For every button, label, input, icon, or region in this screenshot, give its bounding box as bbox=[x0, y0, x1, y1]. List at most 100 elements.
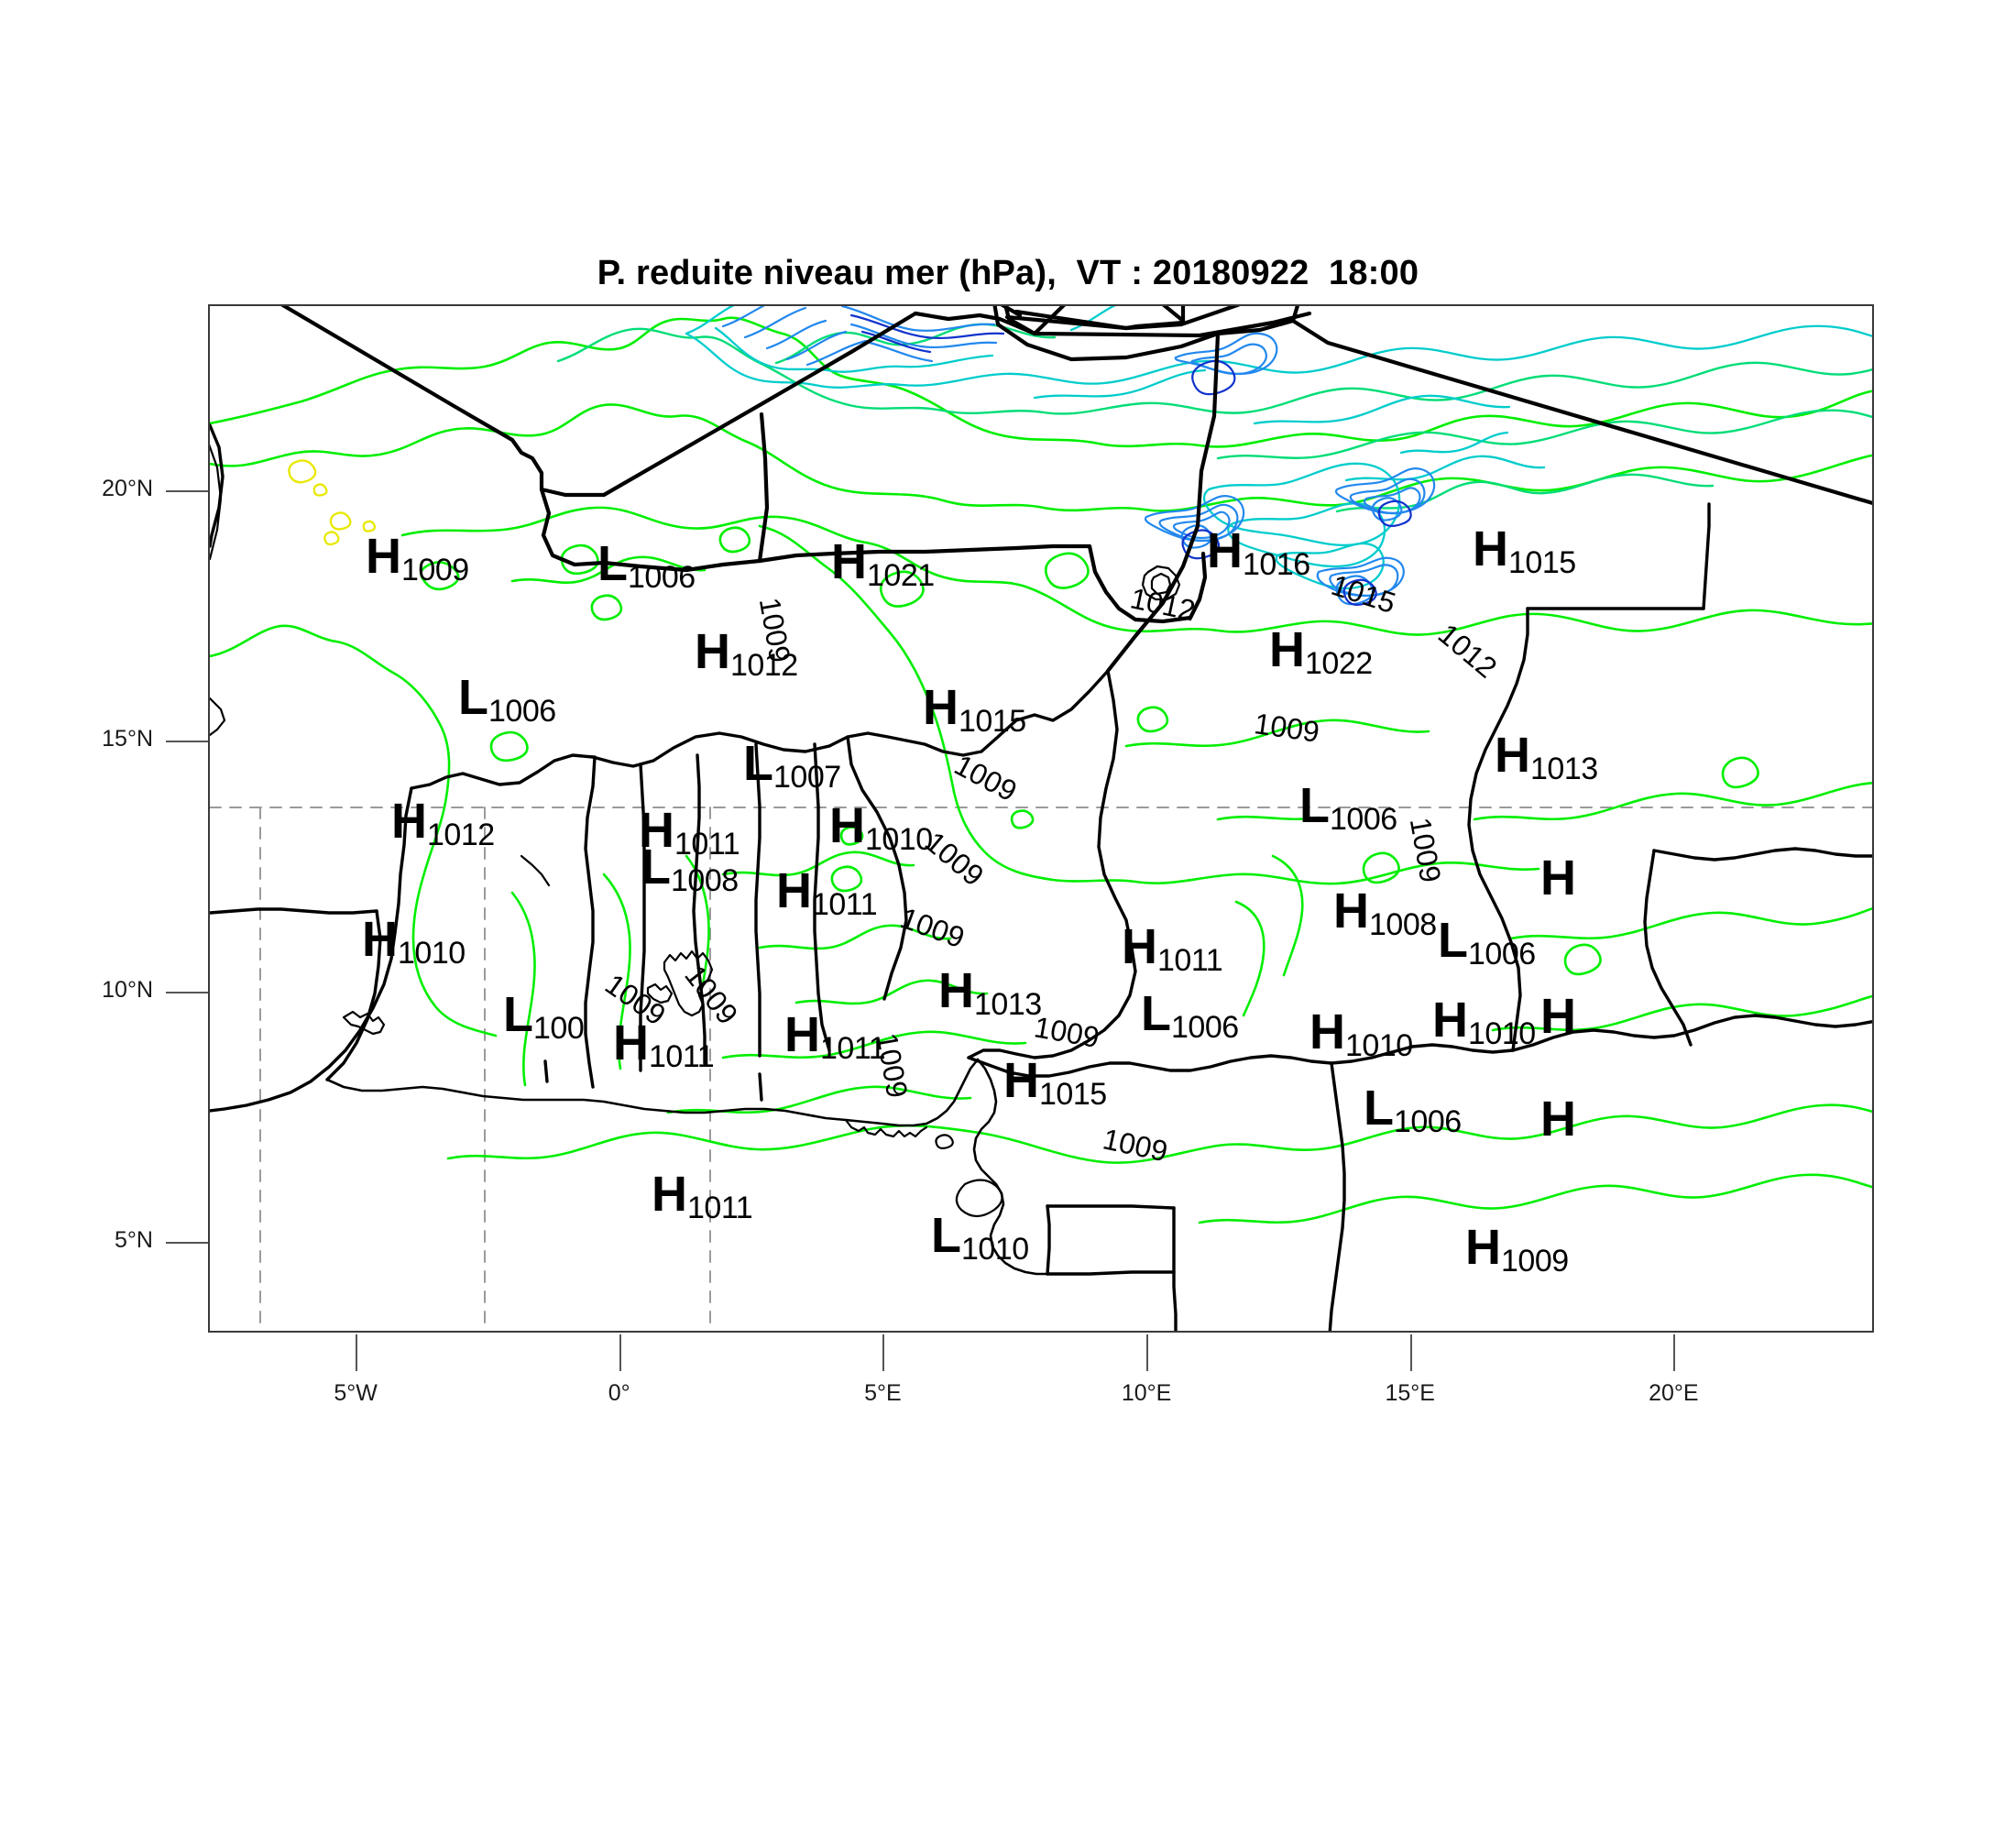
high-pressure-marker: H1016 bbox=[1207, 526, 1310, 580]
high-pressure-marker: H1011 bbox=[652, 1167, 753, 1224]
pressure-symbol: H bbox=[1473, 521, 1508, 576]
contour-1018 bbox=[721, 306, 1436, 606]
pressure-symbol: H bbox=[1309, 1004, 1345, 1059]
pressure-value: 1013 bbox=[974, 987, 1042, 1022]
high-pressure-marker: H bbox=[1540, 1094, 1576, 1144]
pressure-value: 1021 bbox=[867, 558, 935, 593]
pressure-symbol: H bbox=[695, 624, 730, 679]
pressure-symbol: H bbox=[362, 912, 398, 967]
pressure-value: 1015 bbox=[959, 704, 1026, 739]
high-pressure-marker: H1012 bbox=[391, 794, 495, 851]
pressure-symbol: H bbox=[391, 794, 427, 849]
contour-1009 bbox=[210, 316, 1872, 1224]
pressure-value: 1011 bbox=[812, 887, 878, 922]
pressure-value: 1011 bbox=[820, 1031, 886, 1066]
x-axis-tick bbox=[1673, 1334, 1676, 1371]
high-pressure-marker: H1010 bbox=[829, 798, 933, 855]
pressure-symbol: L bbox=[1141, 986, 1171, 1041]
contour-yellow bbox=[288, 459, 377, 546]
low-pressure-marker: L1006 bbox=[458, 670, 556, 727]
high-pressure-marker: H1011 bbox=[639, 803, 740, 860]
high-pressure-marker: H1011 bbox=[613, 1015, 715, 1072]
pressure-symbol: L bbox=[641, 840, 671, 895]
contour-1015 bbox=[685, 306, 1872, 590]
pressure-value: 1010 bbox=[398, 936, 466, 971]
pressure-value: 1009 bbox=[401, 553, 469, 587]
pressure-value: 1015 bbox=[1508, 545, 1576, 580]
high-pressure-marker: H1011 bbox=[784, 1010, 886, 1064]
pressure-value: 1015 bbox=[1039, 1077, 1107, 1112]
pressure-value: 1011 bbox=[649, 1039, 715, 1074]
pressure-symbol: H bbox=[1495, 728, 1530, 783]
coastlines-and-borders bbox=[210, 306, 1872, 1331]
pressure-value: 1006 bbox=[1468, 937, 1536, 971]
pressure-symbol: H bbox=[1465, 1220, 1501, 1275]
x-axis-tick-label: 15°E bbox=[1385, 1380, 1435, 1406]
x-axis-tick-label: 20°E bbox=[1649, 1380, 1699, 1406]
low-pressure-marker: L1007 bbox=[743, 736, 841, 793]
low-pressure-marker: L1006 bbox=[1438, 913, 1536, 970]
high-pressure-marker: H1013 bbox=[938, 966, 1042, 1020]
pressure-value: 1006 bbox=[1171, 1010, 1239, 1045]
pressure-symbol: L bbox=[743, 736, 773, 791]
pressure-value: 100 bbox=[533, 1011, 585, 1046]
low-pressure-marker: L1006 bbox=[1141, 986, 1239, 1043]
pressure-symbol: H bbox=[831, 534, 867, 589]
y-axis-tick bbox=[166, 741, 208, 743]
pressure-symbol: H bbox=[613, 1015, 649, 1070]
y-axis-tick-label: 20°N bbox=[102, 475, 153, 501]
high-pressure-marker: H1015 bbox=[1003, 1053, 1107, 1110]
high-pressure-marker: H1011 bbox=[776, 866, 878, 920]
chart-title: P. reduite niveau mer (hPa), VT : 201809… bbox=[597, 254, 1419, 292]
x-axis-tick bbox=[1409, 1334, 1412, 1371]
pressure-symbol: H bbox=[1122, 919, 1157, 974]
high-pressure-marker: H1008 bbox=[1333, 886, 1437, 940]
pressure-symbol: H bbox=[1003, 1053, 1039, 1108]
pressure-symbol: L bbox=[1438, 913, 1468, 968]
pressure-value: 1007 bbox=[773, 760, 841, 795]
pressure-value: 1012 bbox=[730, 648, 798, 683]
pressure-symbol: H bbox=[366, 529, 401, 584]
y-axis-tick-label: 5°N bbox=[115, 1227, 153, 1254]
high-pressure-marker: H1021 bbox=[831, 534, 935, 591]
high-pressure-marker: H1015 bbox=[1473, 521, 1576, 578]
map-plot-area[interactable]: 1009 1012 1015 1012 1009 1009 1009 1009 1009 1009… bbox=[208, 304, 1874, 1333]
pressure-value: 1008 bbox=[671, 863, 739, 898]
low-pressure-marker: L1008 bbox=[641, 840, 739, 896]
pressure-value: 1010 bbox=[961, 1232, 1029, 1267]
pressure-value: 1006 bbox=[1394, 1104, 1462, 1139]
pressure-value: 1006 bbox=[628, 560, 696, 595]
pressure-symbol: H bbox=[1540, 989, 1576, 1044]
graticule bbox=[210, 807, 1872, 1331]
high-pressure-marker: H1009 bbox=[1465, 1220, 1569, 1277]
pressure-value: 1012 bbox=[427, 818, 495, 852]
y-axis-tick bbox=[166, 991, 208, 993]
pressure-value: 1011 bbox=[1157, 943, 1223, 978]
high-pressure-marker: H1011 bbox=[1122, 919, 1223, 976]
pressure-symbol: L bbox=[597, 536, 628, 591]
pressure-value: 1009 bbox=[1501, 1244, 1569, 1279]
pressure-symbol: H bbox=[652, 1167, 687, 1222]
pressure-symbol: H bbox=[1269, 622, 1305, 677]
pressure-value: 1016 bbox=[1243, 547, 1310, 582]
high-pressure-marker: H bbox=[1540, 992, 1576, 1041]
pressure-symbol: H bbox=[1540, 1092, 1576, 1147]
pressure-symbol: H bbox=[829, 798, 865, 853]
pressure-symbol: L bbox=[458, 670, 488, 725]
low-pressure-marker: L1010 bbox=[931, 1211, 1029, 1265]
pressure-symbol: L bbox=[1364, 1081, 1394, 1136]
high-pressure-marker: H1010 bbox=[1432, 995, 1536, 1049]
high-pressure-marker: H bbox=[1540, 853, 1576, 903]
pressure-value: 1010 bbox=[865, 822, 933, 857]
pressure-value: 1011 bbox=[687, 1191, 753, 1225]
pressure-value: 1008 bbox=[1369, 907, 1437, 942]
high-pressure-marker: H1009 bbox=[366, 529, 469, 586]
x-axis-tick-label: 0° bbox=[608, 1380, 630, 1406]
pressure-value: 1010 bbox=[1468, 1016, 1536, 1051]
pressure-symbol: H bbox=[923, 680, 959, 735]
x-axis-tick bbox=[356, 1334, 358, 1371]
x-axis-tick bbox=[882, 1334, 885, 1371]
pressure-symbol: H bbox=[639, 803, 674, 858]
x-axis-tick-label: 5°E bbox=[864, 1380, 902, 1406]
high-pressure-marker: H1010 bbox=[362, 912, 466, 969]
